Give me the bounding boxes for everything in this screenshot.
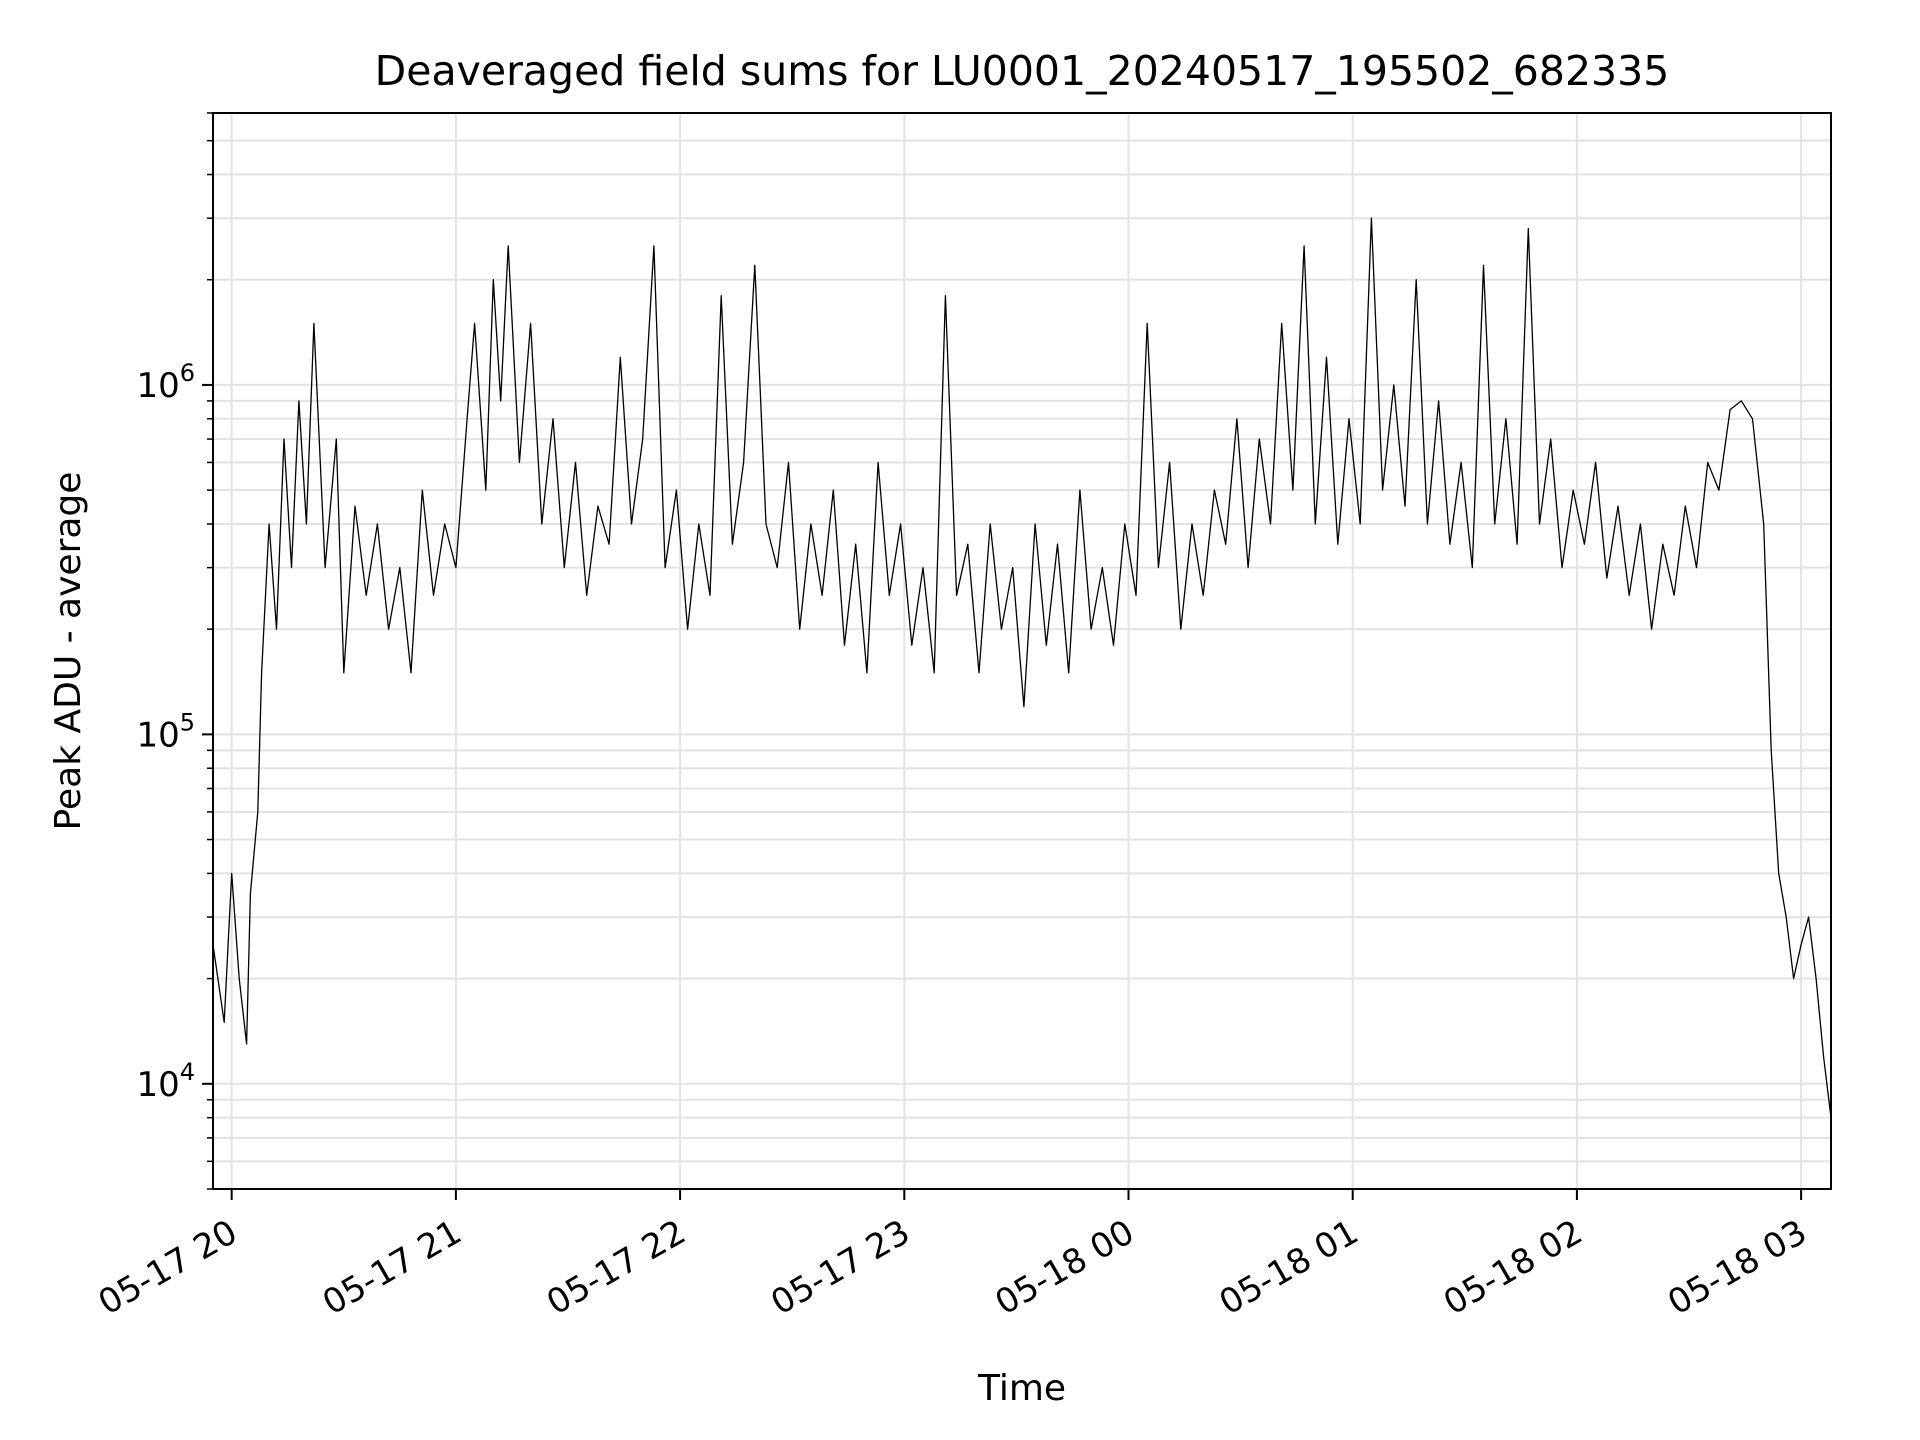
plot-frame	[212, 112, 1832, 1190]
y-tick-base: 10	[136, 366, 179, 406]
y-tick-label: 106	[136, 359, 195, 406]
series-line	[212, 217, 1832, 1118]
y-axis-title: Peak ADU - average	[48, 472, 89, 831]
y-tick-exponent: 6	[180, 359, 195, 387]
y-tick-exponent: 5	[180, 708, 195, 736]
y-tick-base: 10	[136, 715, 179, 755]
y-tick-exponent: 4	[180, 1058, 195, 1086]
chart-title: Deaveraged field sums for LU0001_2024051…	[375, 47, 1670, 95]
x-axis-title: Time	[977, 1368, 1066, 1409]
y-tick-label: 105	[136, 708, 195, 755]
y-tick-base: 10	[136, 1065, 179, 1105]
y-tick-label: 104	[136, 1058, 195, 1105]
plot-area	[212, 217, 1832, 1118]
